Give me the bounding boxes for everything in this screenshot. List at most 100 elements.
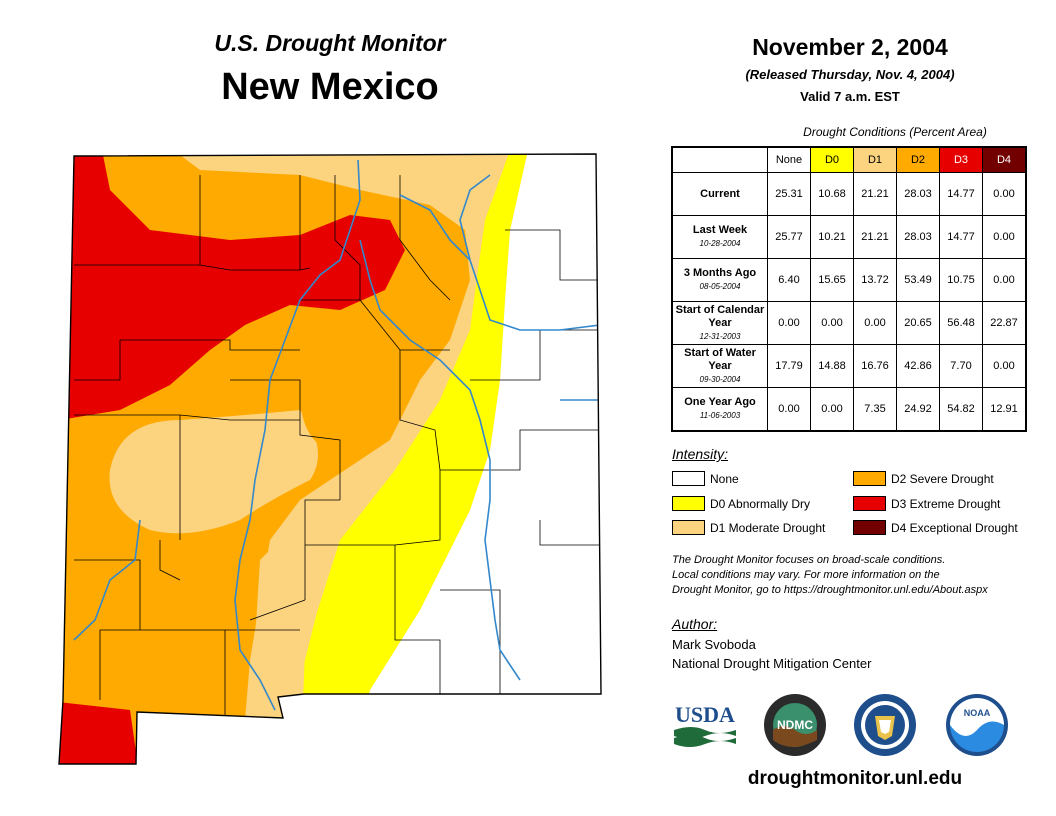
row-date: 08-05-2004 <box>699 282 741 291</box>
table-row: One Year Ago 11-06-2003 0.00 0.00 7.35 24.92 5… <box>671 387 1027 432</box>
noaa-logo-text: NOAA <box>964 708 991 718</box>
state-title: New Mexico <box>221 66 439 108</box>
table-cell: 10.75 <box>939 258 983 302</box>
noaa-logo: NOAA <box>946 694 1008 756</box>
table-cell: 13.72 <box>853 258 897 302</box>
legend-heading: Intensity: <box>672 446 729 462</box>
row-label-text: Current <box>700 187 740 200</box>
map-date: November 2, 2004 <box>752 34 948 60</box>
table-cell: 21.21 <box>853 215 897 259</box>
drought-map <box>58 153 602 765</box>
legend-swatch <box>672 496 705 511</box>
d3-southwest-area <box>59 700 140 764</box>
legend-item-d1: D1 Moderate Drought <box>672 520 825 535</box>
legend-item-d0: D0 Abnormally Dry <box>672 496 810 511</box>
table-corner <box>672 147 768 173</box>
table-cell: 16.76 <box>853 344 897 388</box>
row-label-text: Start of Calendar Year <box>675 303 765 329</box>
d1-wedge <box>250 520 330 720</box>
note-line: Drought Monitor, go to https://droughtmo… <box>672 584 988 596</box>
legend-label: D1 Moderate Drought <box>710 520 826 535</box>
table-cell: 7.35 <box>853 387 897 432</box>
table-cell: 0.00 <box>982 258 1027 302</box>
author-organization: National Drought Mitigation Center <box>672 656 872 671</box>
legend-label: D0 Abnormally Dry <box>710 496 811 511</box>
drought-monitor-note: The Drought Monitor focuses on broad-sca… <box>672 553 1042 598</box>
note-line: Local conditions may vary. For more info… <box>672 569 940 581</box>
map-subtitle: U.S. Drought Monitor <box>214 30 446 56</box>
ndmc-logo: NDMC <box>764 694 826 756</box>
legend-swatch <box>853 496 886 511</box>
table-cell: 14.77 <box>939 215 983 259</box>
table-cell: 10.21 <box>810 215 854 259</box>
author-heading: Author: <box>672 616 718 632</box>
row-label: Last Week 10-28-2004 <box>671 215 768 259</box>
legend-swatch <box>853 520 886 535</box>
table-cell: 25.77 <box>767 215 811 259</box>
table-cell: 0.00 <box>982 344 1027 388</box>
legend-swatch <box>853 471 886 486</box>
table-cell: 0.00 <box>767 387 811 432</box>
table-cell: 21.21 <box>853 172 897 216</box>
row-label-text: 3 Months Ago <box>683 267 757 279</box>
note-line: The Drought Monitor focuses on broad-sca… <box>672 554 946 566</box>
website-url[interactable]: droughtmonitor.unl.edu <box>747 768 963 789</box>
row-label: 3 Months Ago 08-05-2004 <box>671 258 768 302</box>
row-label-text: Start of Water Year <box>684 346 756 372</box>
usda-logo-text: USDA <box>675 702 735 727</box>
table-cell: 28.03 <box>896 215 940 259</box>
row-date: 12-31-2003 <box>699 331 741 341</box>
table-cell: 15.65 <box>810 258 854 302</box>
author-name: Mark Svoboda <box>672 637 756 652</box>
row-date: 09-30-2004 <box>699 374 741 384</box>
table-row: Last Week 10-28-2004 25.77 10.21 21.21 28.03 1… <box>671 215 1027 259</box>
row-label-text: One Year Ago <box>684 396 756 408</box>
table-row: 3 Months Ago 08-05-2004 6.40 15.65 13.72 53.4… <box>671 258 1027 302</box>
row-label: Current <box>671 172 768 216</box>
table-cell: 24.92 <box>896 387 940 432</box>
legend-item-none: None <box>672 471 739 486</box>
table-row: Start of Calendar Year 12-31-2003 0.00 0.00… <box>671 301 1027 345</box>
legend-label: D4 Exceptional Drought <box>891 520 1018 535</box>
column-header: D3 <box>939 146 983 173</box>
ndmc-logo-text: NDMC <box>777 718 813 732</box>
legend-label: D2 Severe Drought <box>891 471 994 486</box>
column-header: None <box>767 146 811 173</box>
table-cell: 0.00 <box>810 387 854 432</box>
row-label-text: Last Week <box>692 224 748 236</box>
legend-swatch <box>672 471 705 486</box>
table-cell: 14.77 <box>939 172 983 216</box>
table-row: Start of Water Year 09-30-2004 17.79 14.88 1… <box>671 344 1027 388</box>
table-cell: 25.31 <box>767 172 811 216</box>
legend-label: None <box>710 471 739 486</box>
table-cell: 10.68 <box>810 172 854 216</box>
release-date: (Released Thursday, Nov. 4, 2004) <box>745 67 955 82</box>
table-cell: 42.86 <box>896 344 940 388</box>
legend-item-d4: D4 Exceptional Drought <box>853 520 1018 535</box>
table-cell: 54.82 <box>939 387 983 432</box>
commerce-seal-icon <box>854 694 916 756</box>
d3-north-area <box>59 154 405 420</box>
legend-item-d3: D3 Extreme Drought <box>853 496 1000 511</box>
rivers <box>73 159 601 711</box>
table-cell: 17.79 <box>767 344 811 388</box>
drought-conditions-table: None D0 D1 D2 D3 D4 Current 25.31 10.68 21.21 28.0… <box>671 146 1027 432</box>
row-label: Start of Calendar Year 12-31-2003 <box>671 301 768 345</box>
row-date: 11-06-2003 <box>699 411 741 420</box>
table-cell: 0.00 <box>767 301 811 345</box>
row-date: 10-28-2004 <box>699 239 741 248</box>
table-row: Current 25.31 10.68 21.21 28.03 14.77 0.00 <box>671 172 1027 216</box>
table-cell: 14.88 <box>810 344 854 388</box>
column-header: D4 <box>982 146 1027 173</box>
valid-time: Valid 7 a.m. EST <box>800 89 900 104</box>
row-label: Start of Water Year 09-30-2004 <box>671 344 768 388</box>
usda-logo: USDA <box>674 702 736 747</box>
table-cell: 20.65 <box>896 301 940 345</box>
table-cell: 56.48 <box>939 301 983 345</box>
d1-pocket <box>109 410 318 534</box>
state-outline <box>58 153 602 765</box>
legend-item-d2: D2 Severe Drought <box>853 471 994 486</box>
table-cell: 53.49 <box>896 258 940 302</box>
column-header: D0 <box>810 146 854 173</box>
table-caption: Drought Conditions (Percent Area) <box>803 125 987 139</box>
